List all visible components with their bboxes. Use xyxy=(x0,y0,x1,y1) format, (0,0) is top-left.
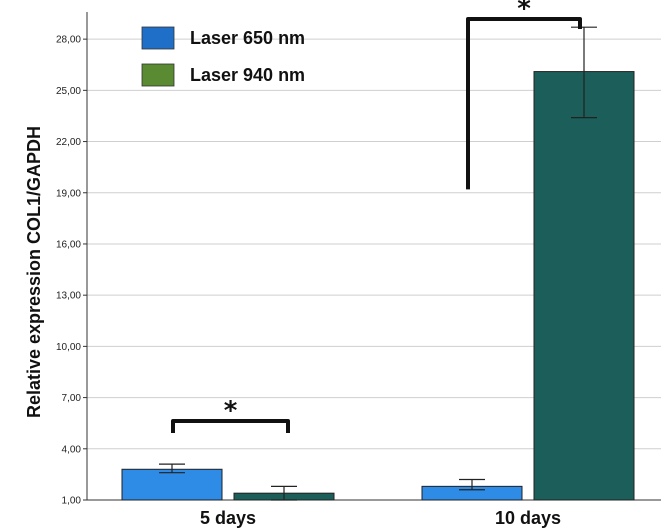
significance-bracket-5-days xyxy=(171,419,290,433)
grid-lines xyxy=(87,38,661,501)
y-tick-label: 1,00 xyxy=(62,496,82,507)
x-axis-category-labels: 5 days 10 days xyxy=(200,508,561,528)
x-category-label: 10 days xyxy=(495,508,561,528)
y-tick-label: 10,00 xyxy=(56,342,81,353)
significance-annotations: ** xyxy=(171,0,582,433)
y-tick-label: 16,00 xyxy=(56,239,81,250)
legend-swatch-laser-940 xyxy=(141,63,175,87)
y-axis-label: Relative expression COL1/GAPDH xyxy=(24,126,44,418)
significance-star-5-days: * xyxy=(224,396,238,426)
y-axis-ticks: 1,00 4,00 7,00 10,00 13,00 16,00 19,00 22,00 25,… xyxy=(56,35,87,507)
y-tick-label: 4,00 xyxy=(62,444,82,455)
error-bars xyxy=(159,26,597,501)
y-tick-label: 25,00 xyxy=(56,86,81,97)
legend-label-laser-940: Laser 940 nm xyxy=(190,65,305,85)
significance-bracket-10-days xyxy=(466,17,582,190)
legend-label-laser-650: Laser 650 nm xyxy=(190,28,305,48)
y-tick-label: 22,00 xyxy=(56,137,81,148)
bars xyxy=(121,71,635,501)
legend-swatch-laser-650 xyxy=(141,26,175,50)
bar-laser-650-5-days xyxy=(121,468,223,501)
x-category-label: 5 days xyxy=(200,508,256,528)
y-tick-label: 13,00 xyxy=(56,291,81,302)
legend: Laser 650 nm Laser 940 nm xyxy=(141,26,305,87)
significance-star-10-days: * xyxy=(517,0,531,24)
y-tick-label: 19,00 xyxy=(56,188,81,199)
bar-laser-940-10-days xyxy=(533,71,635,501)
y-tick-label: 28,00 xyxy=(56,35,81,46)
y-tick-label: 7,00 xyxy=(62,393,82,404)
